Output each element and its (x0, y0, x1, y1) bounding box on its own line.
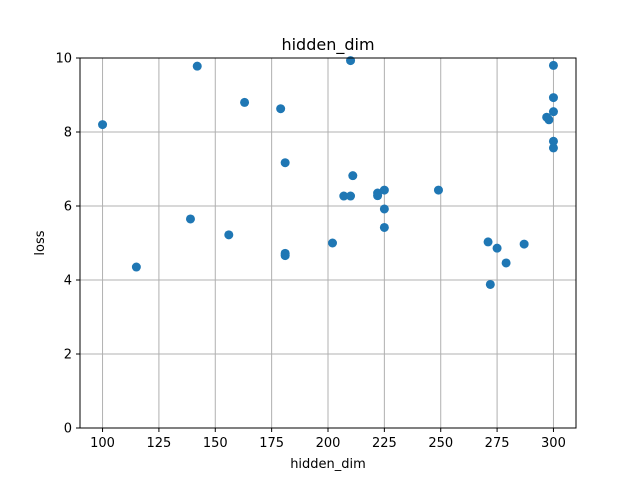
data-point (346, 56, 356, 66)
data-point (501, 258, 511, 268)
x-axis-label: hidden_dim (290, 457, 366, 472)
data-point (483, 237, 493, 247)
data-point (192, 61, 202, 71)
data-point (544, 115, 554, 125)
data-point (131, 262, 141, 272)
y-tick-label: 8 (64, 126, 72, 141)
data-point (339, 191, 349, 201)
data-point (548, 60, 558, 70)
y-tick-label: 2 (64, 348, 72, 363)
data-point (519, 239, 529, 249)
x-tick-label: 300 (541, 436, 566, 451)
y-axis-label: loss (33, 230, 48, 255)
data-point (276, 104, 286, 114)
data-point (433, 185, 443, 195)
y-tick-label: 4 (64, 274, 72, 289)
x-tick-label: 175 (259, 436, 284, 451)
data-point (379, 204, 389, 214)
y-tick-label: 10 (55, 52, 72, 67)
data-point (348, 171, 358, 181)
x-tick-label: 100 (90, 436, 115, 451)
x-tick-label: 250 (428, 436, 453, 451)
data-point (373, 191, 383, 201)
data-point (280, 251, 290, 261)
data-point (240, 97, 250, 107)
y-tick-label: 6 (64, 200, 72, 215)
data-point (379, 185, 389, 195)
data-point (328, 238, 338, 248)
chart-title: hidden_dim (281, 35, 374, 55)
data-point (548, 136, 558, 146)
data-point (379, 222, 389, 232)
x-tick-label: 150 (203, 436, 228, 451)
data-points (98, 56, 558, 289)
data-point (492, 243, 502, 253)
data-point (548, 143, 558, 153)
y-tick-label: 0 (64, 422, 72, 437)
grid (80, 57, 576, 429)
data-point (280, 158, 290, 168)
x-tick-label: 275 (485, 436, 510, 451)
data-point (346, 191, 356, 201)
x-tick-label: 200 (316, 436, 341, 451)
axis-ticks: 100 125 150 175 200 225 250 275 300 0 2 4 6 8 10 (55, 52, 565, 452)
data-point (224, 230, 234, 240)
x-tick-label: 125 (146, 436, 171, 451)
data-point (185, 214, 195, 224)
data-point (485, 279, 495, 289)
data-point (98, 120, 108, 130)
data-point (548, 93, 558, 103)
data-point (548, 107, 558, 117)
x-tick-label: 225 (372, 436, 397, 451)
